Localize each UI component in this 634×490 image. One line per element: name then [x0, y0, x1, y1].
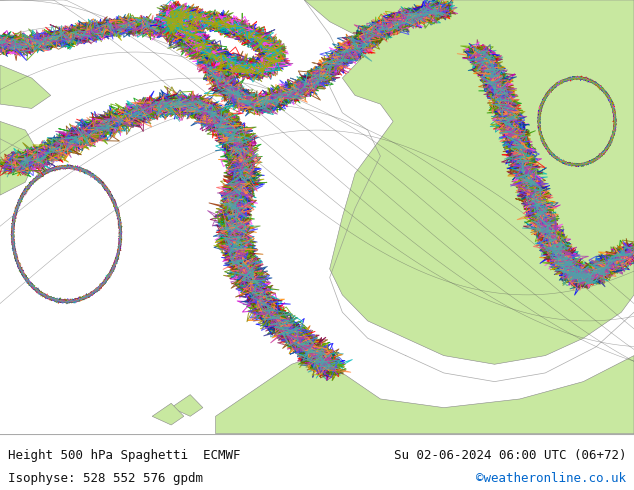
Text: ©weatheronline.co.uk: ©weatheronline.co.uk — [476, 472, 626, 486]
Polygon shape — [0, 65, 51, 108]
Polygon shape — [0, 122, 38, 195]
Text: Su 02-06-2024 06:00 UTC (06+72): Su 02-06-2024 06:00 UTC (06+72) — [394, 449, 626, 463]
Polygon shape — [171, 394, 203, 416]
Text: Height 500 hPa Spaghetti  ECMWF: Height 500 hPa Spaghetti ECMWF — [8, 449, 240, 463]
Text: Isophyse: 528 552 576 gpdm: Isophyse: 528 552 576 gpdm — [8, 472, 203, 486]
Polygon shape — [152, 403, 184, 425]
Polygon shape — [304, 0, 634, 364]
Polygon shape — [216, 356, 634, 434]
